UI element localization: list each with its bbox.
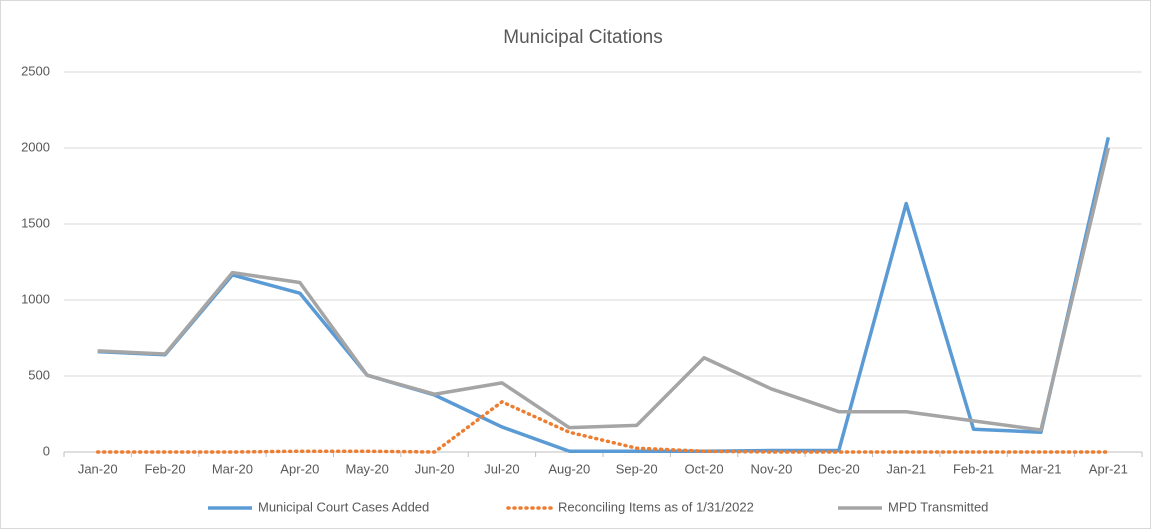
x-tick-label: Nov-20 — [750, 461, 792, 476]
x-tick-label: Jan-20 — [78, 461, 118, 476]
chart-title: Municipal Citations — [503, 27, 662, 48]
legend-label: Municipal Court Cases Added — [258, 499, 429, 514]
y-tick-label: 1500 — [21, 215, 50, 230]
x-tick-label: Jan-21 — [886, 461, 926, 476]
x-tick-label: Sep-20 — [616, 461, 658, 476]
y-tick-label: 0 — [43, 443, 50, 458]
x-tick-label: Apr-20 — [280, 461, 319, 476]
legend-label: Reconciling Items as of 1/31/2022 — [558, 499, 754, 514]
series-line — [97, 136, 1111, 453]
y-tick-label: 1000 — [21, 291, 50, 306]
y-tick-label: 2000 — [21, 139, 50, 154]
y-tick-label: 500 — [28, 367, 50, 382]
x-tick-label: Jul-20 — [484, 461, 519, 476]
x-tick-label: May-20 — [346, 461, 389, 476]
x-tick-label: Jun-20 — [415, 461, 455, 476]
x-tick-label: Feb-21 — [953, 461, 994, 476]
series-line — [95, 399, 1111, 454]
y-tick-label: 2500 — [21, 63, 50, 78]
x-tick-label: Mar-21 — [1020, 461, 1061, 476]
legend-label: MPD Transmitted — [888, 499, 988, 514]
x-tick-label: Oct-20 — [685, 461, 724, 476]
x-tick-label: Apr-21 — [1089, 461, 1128, 476]
x-tick-label: Dec-20 — [818, 461, 860, 476]
series-line — [97, 147, 1111, 432]
x-tick-label: Aug-20 — [548, 461, 590, 476]
x-tick-label: Feb-20 — [144, 461, 185, 476]
x-tick-label: Mar-20 — [212, 461, 253, 476]
